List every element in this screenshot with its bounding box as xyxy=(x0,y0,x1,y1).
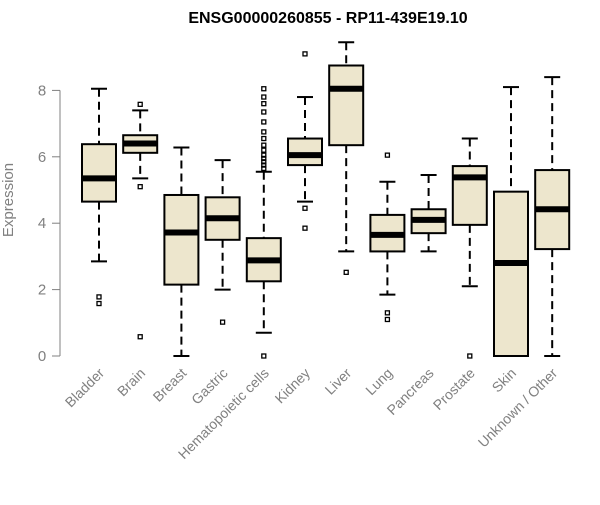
outlier-point xyxy=(137,184,143,190)
iqr-box xyxy=(328,64,365,147)
y-tick-label: 4 xyxy=(38,215,46,232)
box-skin xyxy=(493,86,529,357)
x-tick-label: Breast xyxy=(150,365,190,405)
outlier-point xyxy=(261,135,267,142)
x-tick-label: Brain xyxy=(114,365,148,399)
outlier-point xyxy=(261,353,267,359)
outlier-point xyxy=(302,51,308,57)
box-bladder xyxy=(81,87,117,307)
outlier-point xyxy=(261,159,267,165)
box-pancreas xyxy=(410,174,447,253)
y-tick-label: 6 xyxy=(38,149,46,166)
x-tick-label: Kidney xyxy=(272,365,314,407)
x-tick-label: Bladder xyxy=(62,365,108,411)
y-axis-label: Expression xyxy=(0,163,17,237)
outlier-point xyxy=(261,155,267,162)
box-lung xyxy=(369,152,406,323)
outlier-point xyxy=(343,269,349,275)
outlier-point xyxy=(384,152,391,158)
x-tick-label: Prostate xyxy=(430,365,478,413)
outlier-point xyxy=(137,334,143,340)
outlier-point xyxy=(219,319,226,325)
outlier-point xyxy=(261,162,267,168)
iqr-box xyxy=(163,193,200,286)
box-prostate xyxy=(451,137,488,359)
outlier-point xyxy=(261,142,267,148)
box-unknown-other xyxy=(534,76,571,357)
outlier-point xyxy=(261,147,267,153)
outlier-point xyxy=(96,294,102,300)
box-gastric xyxy=(204,159,241,325)
x-tick-label: Lung xyxy=(362,365,395,398)
outlier-point xyxy=(261,86,267,92)
y-tick-label: 8 xyxy=(38,82,46,99)
box-brain xyxy=(122,101,159,340)
x-tick-label: Skin xyxy=(489,365,520,396)
box-hematopoietic-cells xyxy=(245,86,282,359)
outlier-point xyxy=(261,101,267,107)
box-kidney xyxy=(287,51,323,231)
chart-title: ENSG00000260855 - RP11-439E19.10 xyxy=(188,10,467,27)
y-tick-label: 0 xyxy=(38,348,46,365)
outlier-point xyxy=(261,109,267,115)
iqr-box xyxy=(81,143,117,203)
outlier-point xyxy=(261,119,267,125)
outlier-point xyxy=(261,94,267,100)
outlier-point xyxy=(96,300,102,307)
outlier-point xyxy=(261,165,267,172)
outlier-point xyxy=(261,152,267,158)
boxplot-series xyxy=(81,41,571,359)
outlier-point xyxy=(467,353,473,359)
box-breast xyxy=(163,146,200,357)
x-tick-label: Liver xyxy=(322,365,355,398)
y-tick-label: 2 xyxy=(38,282,46,299)
iqr-box xyxy=(493,190,529,357)
box-liver xyxy=(328,41,365,275)
outlier-point xyxy=(384,310,391,316)
outlier-point xyxy=(302,225,308,231)
iqr-box xyxy=(287,137,323,167)
outlier-point xyxy=(137,101,143,107)
y-axis: 0 2 4 6 8 xyxy=(38,82,61,365)
outlier-point xyxy=(302,205,308,211)
outlier-point xyxy=(261,129,267,135)
outlier-point xyxy=(384,316,391,323)
